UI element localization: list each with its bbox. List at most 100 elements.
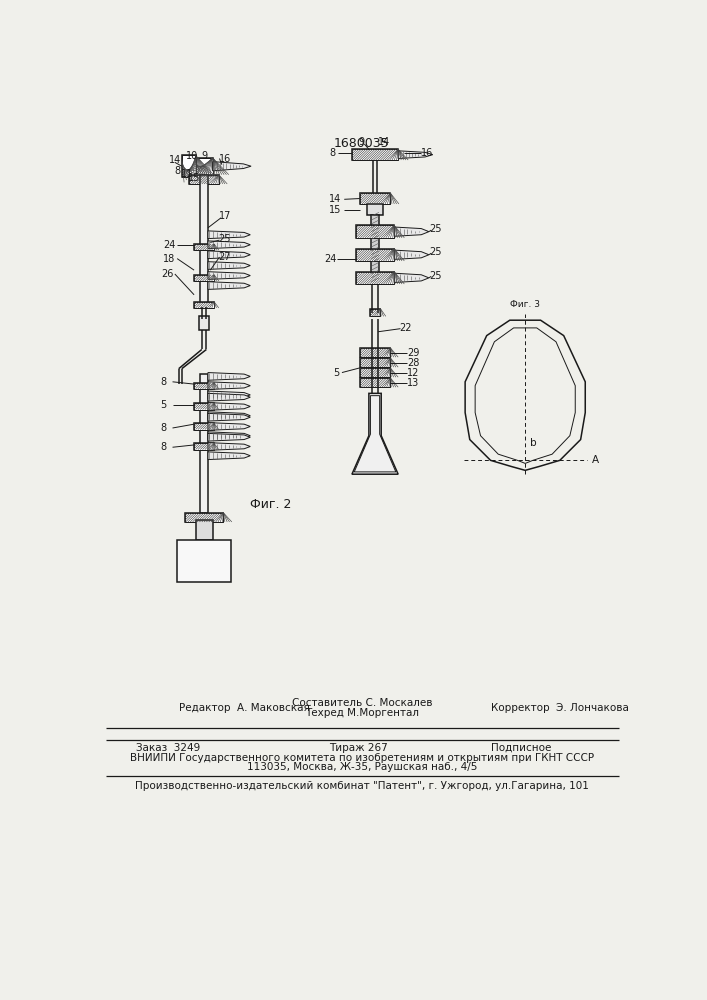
Text: 9: 9 <box>358 137 364 147</box>
Bar <box>194 244 214 250</box>
Text: 12: 12 <box>407 368 420 378</box>
Text: 5: 5 <box>334 368 339 378</box>
Bar <box>182 155 196 177</box>
Text: 25: 25 <box>218 234 231 244</box>
Bar <box>194 383 214 389</box>
Text: 22: 22 <box>399 323 412 333</box>
Bar <box>185 513 223 522</box>
Polygon shape <box>208 413 250 421</box>
Bar <box>360 193 390 204</box>
Polygon shape <box>208 393 250 401</box>
Text: 14: 14 <box>169 155 181 165</box>
Text: 25: 25 <box>429 224 441 234</box>
Bar <box>177 540 231 582</box>
Text: 26: 26 <box>161 269 173 279</box>
Polygon shape <box>208 443 250 450</box>
Polygon shape <box>208 403 250 410</box>
Text: 113035, Москва, Ж-35, Раушская наб., 4/5: 113035, Москва, Ж-35, Раушская наб., 4/5 <box>247 762 477 772</box>
Polygon shape <box>208 251 250 259</box>
Bar <box>360 368 390 377</box>
Bar <box>185 513 223 522</box>
Text: 13: 13 <box>407 378 420 388</box>
Bar <box>194 244 214 250</box>
Text: 18: 18 <box>163 254 175 264</box>
Text: Заказ  3249: Заказ 3249 <box>136 743 201 753</box>
Bar <box>196 520 213 540</box>
Bar <box>194 383 214 389</box>
Bar <box>356 249 395 261</box>
Bar <box>194 423 214 430</box>
Bar <box>200 374 208 513</box>
Polygon shape <box>208 373 250 380</box>
Polygon shape <box>208 272 250 279</box>
Polygon shape <box>208 423 250 430</box>
Bar <box>194 443 214 450</box>
Text: 1680035: 1680035 <box>334 137 390 150</box>
Bar <box>194 302 214 308</box>
Text: Тираж 267: Тираж 267 <box>329 743 387 753</box>
Bar <box>194 403 214 410</box>
Text: Редактор  А. Маковская: Редактор А. Маковская <box>179 703 310 713</box>
Bar <box>194 244 214 250</box>
Polygon shape <box>208 262 250 269</box>
Bar <box>370 309 380 316</box>
Polygon shape <box>395 273 429 282</box>
Bar <box>356 225 395 238</box>
Text: 24: 24 <box>325 254 337 264</box>
Polygon shape <box>395 250 429 259</box>
Bar <box>194 403 214 410</box>
Polygon shape <box>208 412 250 420</box>
Bar <box>189 175 218 184</box>
Bar <box>356 225 395 238</box>
Text: 15: 15 <box>329 205 341 215</box>
Bar <box>194 423 214 430</box>
Polygon shape <box>208 433 250 441</box>
Bar <box>200 175 208 305</box>
Text: Техред М.Моргентал: Техред М.Моргентал <box>305 708 419 718</box>
Bar <box>194 275 214 281</box>
Bar <box>371 215 379 282</box>
Text: Фиг. 2: Фиг. 2 <box>250 498 292 512</box>
Bar <box>199 316 209 330</box>
Polygon shape <box>208 382 250 389</box>
Bar <box>360 378 390 387</box>
Bar <box>352 149 398 160</box>
Bar <box>196 158 213 175</box>
Bar <box>194 423 214 430</box>
Bar <box>356 225 395 238</box>
Text: A: A <box>592 455 600 465</box>
Text: 25: 25 <box>429 247 441 257</box>
Bar <box>194 302 214 308</box>
Bar <box>356 272 395 284</box>
Text: 11: 11 <box>181 169 193 179</box>
Text: 17: 17 <box>218 211 231 221</box>
Bar <box>368 204 382 215</box>
Text: 25: 25 <box>429 271 441 281</box>
Text: 8: 8 <box>160 442 166 452</box>
Polygon shape <box>208 231 250 239</box>
Text: 8: 8 <box>175 166 181 176</box>
Bar <box>189 175 218 184</box>
Bar <box>352 149 398 160</box>
Polygon shape <box>208 432 250 440</box>
Bar <box>194 383 214 389</box>
Text: 24: 24 <box>163 240 175 250</box>
Text: 8: 8 <box>329 148 336 158</box>
Bar <box>360 378 390 387</box>
Text: Составитель С. Москалев: Составитель С. Москалев <box>292 698 432 708</box>
Bar <box>360 348 390 357</box>
Polygon shape <box>352 393 398 474</box>
Bar <box>370 309 380 316</box>
Bar <box>360 358 390 367</box>
Text: 16: 16 <box>421 148 433 158</box>
Text: 5: 5 <box>160 400 166 410</box>
Polygon shape <box>208 282 250 289</box>
Text: 8: 8 <box>160 423 166 433</box>
Text: 29: 29 <box>407 348 420 358</box>
Polygon shape <box>208 452 250 460</box>
Text: 10: 10 <box>186 151 198 161</box>
Text: 14: 14 <box>329 194 341 204</box>
Bar <box>360 368 390 377</box>
Bar <box>360 368 390 377</box>
Text: Подписное: Подписное <box>491 743 551 753</box>
